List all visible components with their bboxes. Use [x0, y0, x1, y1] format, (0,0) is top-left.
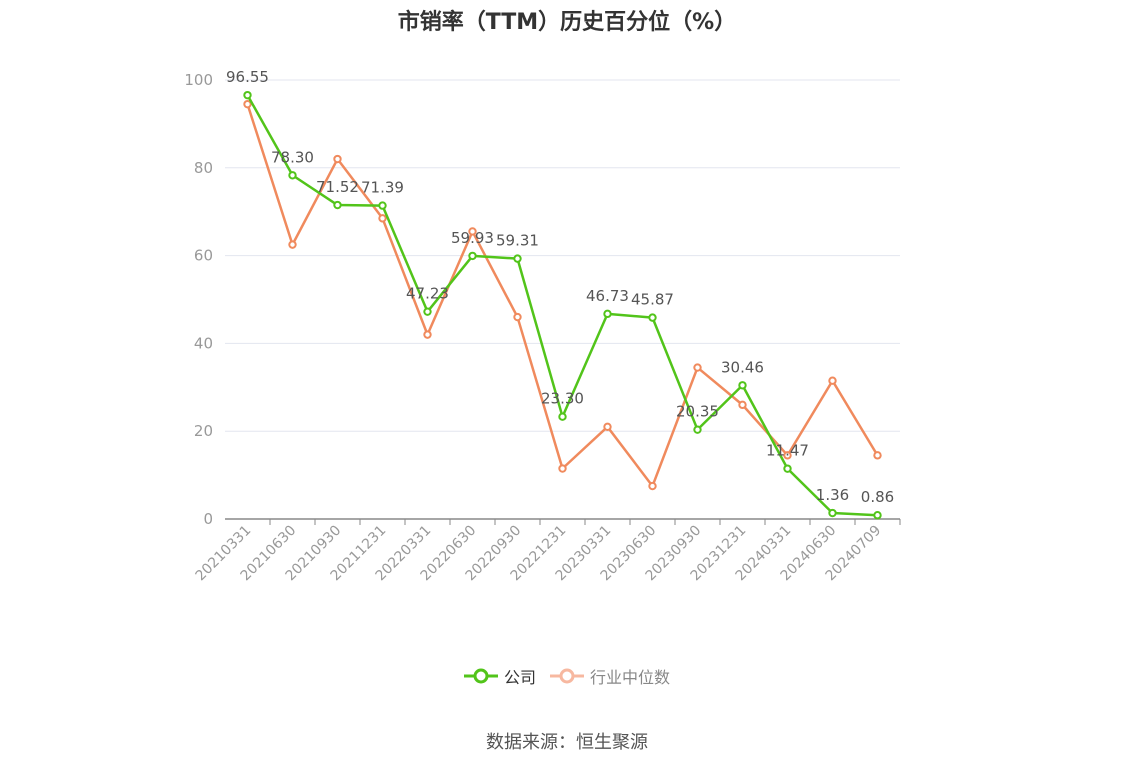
data-label: 71.52 [316, 178, 359, 196]
data-point-industry [423, 330, 432, 339]
data-label: 0.86 [861, 488, 894, 506]
y-tick-label: 60 [194, 247, 213, 265]
data-point-industry [873, 451, 882, 460]
data-point-industry [243, 99, 252, 109]
data-point-industry [738, 400, 747, 410]
data-point-company [693, 425, 702, 434]
data-label: 59.93 [451, 229, 494, 247]
y-tick-label: 0 [203, 510, 213, 528]
data-label: 46.73 [586, 287, 629, 305]
y-tick-label: 20 [194, 422, 213, 440]
chart-title: 市销率（TTM）历史百分位（%） [397, 10, 737, 35]
data-point-industry [288, 240, 297, 249]
data-point-company [558, 412, 567, 421]
data-point-industry [828, 376, 837, 385]
data-label: 45.87 [631, 291, 674, 309]
data-point-company [468, 251, 477, 261]
data-label: 11.47 [766, 442, 809, 460]
data-point-industry [468, 227, 477, 236]
data-point-company [288, 171, 297, 180]
y-tick-label: 40 [194, 334, 213, 352]
data-point-company [873, 511, 882, 520]
data-label: 96.55 [226, 68, 269, 86]
data-point-industry [378, 214, 387, 223]
data-label: 20.35 [676, 403, 719, 421]
source-note: 数据来源：恒生聚源 [486, 732, 648, 753]
data-label: 47.23 [406, 285, 449, 303]
data-point-company [423, 307, 432, 316]
data-point-company [378, 201, 387, 210]
data-point-company [783, 464, 792, 473]
legend-swatch-industry [550, 668, 584, 684]
legend-item-industry[interactable]: 行业中位数 [550, 664, 670, 688]
y-tick-label: 80 [194, 159, 213, 177]
data-point-company [648, 313, 657, 322]
data-point-company [738, 381, 747, 390]
data-label: 1.36 [816, 486, 849, 504]
legend-label-company: 公司 [503, 668, 536, 687]
data-point-company [828, 508, 837, 518]
data-label: 78.30 [271, 148, 314, 166]
data-label: 30.46 [721, 358, 764, 376]
data-label: 23.30 [541, 390, 584, 408]
data-point-industry [693, 363, 702, 372]
data-point-industry [648, 481, 657, 491]
data-point-company [513, 254, 522, 263]
data-point-industry [513, 312, 522, 322]
data-point-company [333, 200, 342, 210]
legend-swatch-company [463, 668, 498, 684]
legend-item-company[interactable]: 公司 [463, 664, 536, 688]
data-point-company [243, 90, 252, 100]
legend: 公司 行业中位数 [0, 664, 1134, 688]
data-point-industry [783, 451, 792, 460]
data-point-company [603, 309, 612, 319]
legend-label-industry: 行业中位数 [590, 668, 671, 687]
data-point-industry [603, 422, 612, 432]
data-point-industry [558, 464, 567, 473]
data-label: 71.39 [361, 179, 404, 197]
y-tick-label: 100 [184, 71, 213, 89]
data-label: 59.31 [496, 232, 539, 250]
data-point-industry [333, 154, 342, 164]
series-line-industry [246, 103, 879, 488]
